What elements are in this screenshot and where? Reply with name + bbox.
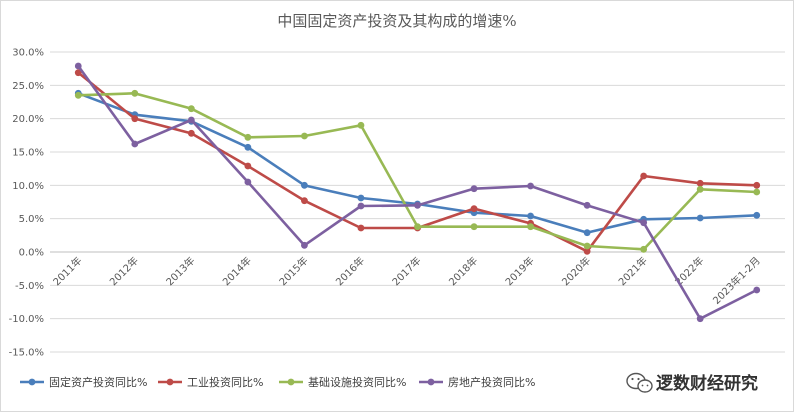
legend: 固定资产投资同比% 工业投资同比% 基础设施投资同比% 房地产投资同比% (20, 375, 535, 389)
data-point (357, 224, 365, 232)
y-tick-label: -15.0% (9, 348, 44, 359)
y-tick-label: 10.0% (12, 181, 44, 192)
data-point (357, 194, 365, 202)
data-point (414, 223, 421, 231)
data-point (640, 245, 648, 253)
series-lines (74, 62, 761, 323)
data-point (301, 132, 308, 140)
data-point (357, 202, 365, 210)
data-point (583, 201, 591, 209)
data-point (753, 286, 761, 294)
wechat-icon (626, 372, 653, 393)
data-point (187, 116, 195, 124)
data-point (583, 229, 591, 237)
y-tick-label: -10.0% (9, 314, 44, 325)
legend-item: 工业投资同比% (158, 375, 263, 389)
data-point (753, 211, 761, 219)
data-point (696, 214, 704, 222)
data-point (583, 247, 591, 255)
data-point (696, 185, 704, 193)
watermark-text: 逻数财经研究 (656, 373, 758, 394)
y-tick-label: 15.0% (12, 148, 44, 159)
data-point (244, 178, 252, 186)
y-tick-label: 30.0% (12, 48, 44, 59)
data-point (357, 121, 365, 129)
data-point (470, 223, 478, 231)
legend-label: 工业投资同比% (187, 375, 263, 389)
legend-label: 固定资产投资同比% (49, 375, 147, 389)
data-point (187, 129, 195, 137)
legend-swatch-marker (427, 378, 435, 386)
data-point (74, 69, 82, 77)
legend-swatch-marker (287, 378, 295, 386)
data-point (696, 179, 704, 187)
legend-item: 基础设施投资同比% (279, 375, 406, 389)
data-point (527, 182, 534, 190)
watermark: 逻数财经研究 (626, 372, 758, 394)
data-point (244, 162, 252, 170)
legend-item: 房地产投资同比% (419, 375, 535, 389)
data-point (753, 188, 761, 196)
data-point (301, 181, 308, 189)
data-point (131, 115, 139, 123)
series-2 (74, 89, 761, 253)
data-point (640, 172, 648, 180)
data-point (187, 105, 195, 113)
data-point (301, 241, 308, 249)
data-point (753, 181, 761, 189)
data-point (527, 223, 534, 231)
data-point (301, 197, 308, 205)
y-tick-label: -5.0% (15, 281, 44, 292)
data-point (470, 205, 478, 213)
legend-label: 房地产投资同比% (448, 375, 535, 389)
data-point (640, 219, 648, 227)
data-point (131, 89, 139, 97)
y-tick-label: 0.0% (19, 248, 44, 259)
data-point (414, 201, 421, 209)
series-3 (74, 62, 761, 323)
legend-label: 基础设施投资同比% (308, 375, 406, 389)
legend-swatch-marker (166, 378, 174, 386)
y-tick-label: 20.0% (12, 114, 44, 125)
data-point (244, 143, 252, 151)
data-point (244, 133, 252, 141)
data-point (74, 91, 82, 99)
data-point (696, 315, 704, 323)
y-tick-label: 25.0% (12, 81, 44, 92)
chart-title: 中国固定资产投资及其构成的增速% (277, 12, 516, 30)
data-point (527, 212, 534, 220)
data-point (131, 140, 139, 148)
data-point (583, 242, 591, 250)
data-point (470, 185, 478, 193)
y-axis-ticks: 30.0% 25.0% 20.0% 15.0% 10.0% 5.0% 0.0% -5.0% -1… (9, 48, 44, 359)
data-point (74, 62, 82, 70)
legend-item: 固定资产投资同比% (20, 375, 147, 389)
y-tick-label: 5.0% (19, 214, 44, 225)
legend-swatch-marker (28, 378, 36, 386)
